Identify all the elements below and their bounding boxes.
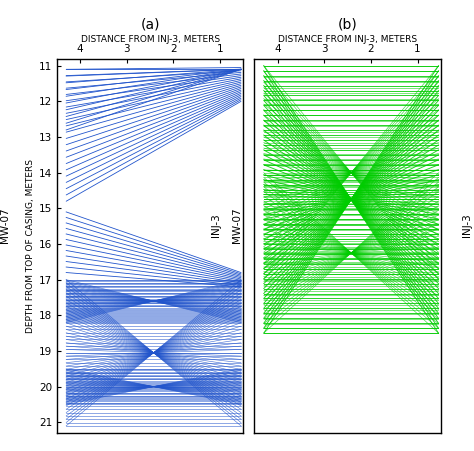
Text: INJ-3: INJ-3 — [210, 214, 221, 237]
Text: MW-07: MW-07 — [232, 208, 242, 243]
Title: (a): (a) — [140, 17, 160, 31]
Title: (b): (b) — [338, 17, 357, 31]
X-axis label: DISTANCE FROM INJ-3, METERS: DISTANCE FROM INJ-3, METERS — [278, 35, 417, 44]
X-axis label: DISTANCE FROM INJ-3, METERS: DISTANCE FROM INJ-3, METERS — [81, 35, 219, 44]
Y-axis label: DEPTH FROM TOP OF CASING, METERS: DEPTH FROM TOP OF CASING, METERS — [26, 159, 35, 333]
Text: MW-07: MW-07 — [0, 208, 10, 243]
Text: INJ-3: INJ-3 — [462, 214, 472, 237]
